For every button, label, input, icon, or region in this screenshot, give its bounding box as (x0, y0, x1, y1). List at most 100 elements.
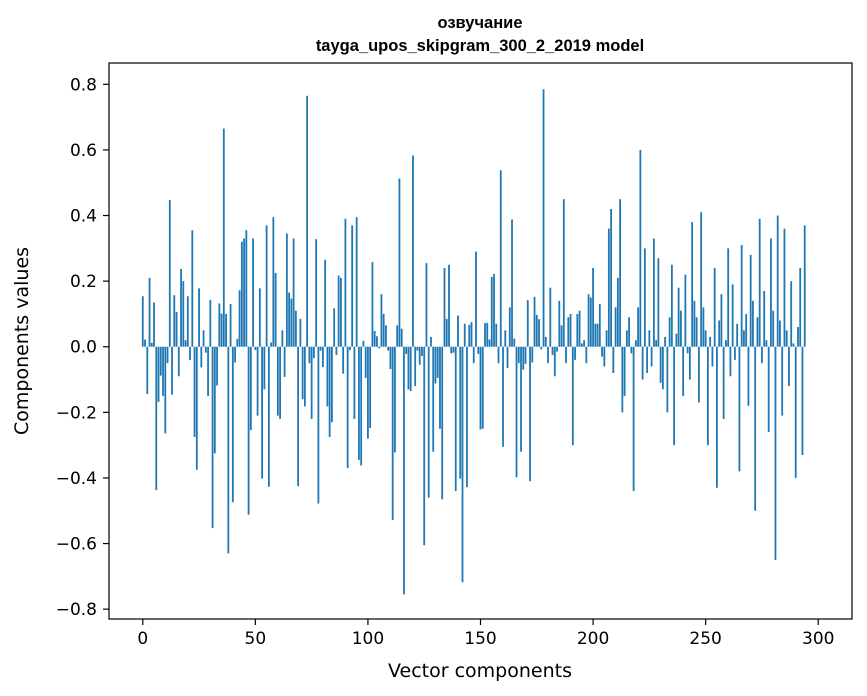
bar-189 (567, 317, 570, 347)
bar-32 (213, 346, 216, 454)
bar-166 (515, 346, 518, 478)
bar-270 (749, 254, 752, 347)
bar-264 (736, 323, 739, 347)
x-tick-label: 0 (137, 629, 148, 649)
bar-248 (700, 212, 703, 347)
bar-154 (488, 339, 491, 347)
bar-77 (315, 239, 318, 347)
bar-45 (243, 238, 245, 347)
bar-140 (457, 315, 459, 347)
bar-72 (303, 346, 306, 407)
bar-79 (319, 346, 322, 351)
bar-233 (666, 346, 669, 413)
bar-143 (463, 323, 466, 347)
chart-title: озвучание (437, 14, 522, 32)
bar-202 (596, 323, 599, 347)
bar-209 (612, 346, 615, 373)
bar-37 (225, 313, 227, 347)
bar-254 (713, 268, 716, 347)
bar-157 (495, 323, 498, 347)
y-axis: −0.8 −0.6 −0.4 −0.2 0.0 0.2 0.4 0.6 0.8 (56, 75, 109, 620)
bar-207 (607, 228, 610, 347)
bar-269 (747, 346, 750, 406)
bar-237 (675, 333, 678, 347)
bar-153 (486, 322, 489, 347)
bar-178 (542, 89, 545, 347)
bar-14 (173, 295, 176, 347)
bar-144 (466, 346, 468, 488)
bar-107 (382, 313, 385, 347)
bar-73 (306, 95, 309, 347)
bar-287 (788, 346, 790, 387)
bar-242 (686, 346, 689, 354)
bar-47 (247, 346, 250, 515)
bar-262 (731, 284, 734, 347)
bar-93 (351, 225, 354, 347)
bar-110 (389, 346, 392, 370)
bar-76 (312, 346, 315, 359)
bar-182 (551, 346, 554, 355)
bar-256 (718, 320, 721, 347)
x-tick-label: 100 (352, 629, 384, 649)
bar-90 (344, 218, 347, 347)
bar-206 (605, 330, 608, 347)
bar-55 (265, 225, 268, 347)
bar-212 (619, 199, 621, 347)
bar-16 (177, 346, 180, 377)
bar-53 (261, 346, 263, 479)
bar-41 (234, 346, 236, 363)
bar-284 (781, 346, 784, 416)
plot-frame (108, 62, 853, 620)
bar-165 (513, 338, 516, 347)
bar-103 (373, 331, 376, 347)
bar-65 (288, 292, 291, 347)
bar-48 (249, 346, 252, 431)
bar-20 (186, 296, 189, 347)
bar-293 (801, 346, 804, 455)
bar-123 (418, 346, 421, 365)
bar-160 (502, 346, 504, 447)
bar-243 (688, 346, 691, 380)
bar-17 (180, 269, 182, 347)
bar-3 (148, 277, 151, 347)
bar-255 (716, 346, 718, 488)
bar-122 (416, 346, 419, 351)
bar-253 (711, 346, 714, 367)
bar-115 (400, 328, 403, 347)
bar-39 (229, 304, 232, 347)
bar-164 (511, 219, 513, 347)
bar-105 (378, 346, 381, 349)
bar-151 (481, 346, 484, 429)
bar-187 (562, 199, 565, 347)
bar-149 (477, 346, 480, 354)
bar-251 (707, 346, 709, 446)
bar-6 (155, 346, 158, 491)
bar-84 (331, 346, 333, 423)
bar-104 (376, 336, 378, 347)
bar-249 (702, 307, 705, 347)
bar-133 (441, 346, 444, 500)
bar-275 (761, 346, 763, 364)
bar-158 (497, 346, 500, 364)
bar-258 (722, 346, 725, 419)
bar-196 (583, 340, 585, 347)
bar-292 (799, 268, 802, 347)
bar-139 (454, 346, 457, 492)
bar-94 (353, 346, 356, 419)
bar-30 (209, 299, 212, 347)
bar-168 (520, 346, 522, 452)
bar-121 (414, 346, 417, 387)
bar-294 (803, 225, 806, 347)
bar-250 (704, 330, 707, 347)
bar-190 (569, 313, 572, 347)
bar-162 (506, 346, 509, 369)
bar-129 (432, 346, 435, 452)
bar-4 (150, 342, 153, 347)
bar-261 (729, 346, 732, 377)
bar-116 (403, 346, 405, 595)
bar-49 (252, 238, 254, 347)
bar-51 (256, 346, 259, 416)
bar-120 (412, 155, 414, 347)
bar-96 (358, 346, 360, 460)
bar-97 (360, 346, 363, 466)
